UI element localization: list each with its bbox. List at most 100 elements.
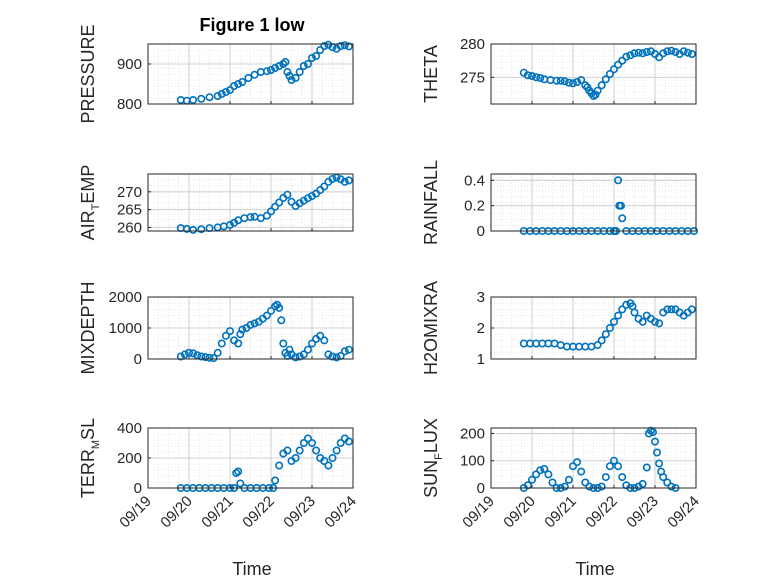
data-point xyxy=(320,182,329,191)
data-point xyxy=(275,61,284,70)
data-point xyxy=(340,347,349,356)
data-point xyxy=(299,350,308,359)
data-series xyxy=(176,434,353,492)
y-tick-label: 1000 xyxy=(109,320,142,337)
data-point xyxy=(283,190,292,199)
data-point xyxy=(201,353,210,362)
data-point xyxy=(320,336,329,345)
data-point xyxy=(552,76,561,85)
data-point xyxy=(230,82,239,91)
data-point xyxy=(618,305,627,314)
y-tick-label: 900 xyxy=(117,56,142,73)
data-point xyxy=(271,202,280,211)
y-tick-label: 0.4 xyxy=(464,172,485,189)
data-point xyxy=(221,331,230,340)
y-axis-label-main: RAINFALL xyxy=(421,160,441,245)
data-point xyxy=(663,47,672,56)
data-point xyxy=(285,345,294,354)
y-tick-label: 200 xyxy=(117,450,142,467)
y-axis-label-tail: SL xyxy=(78,418,98,440)
y-axis-label-main: THETA xyxy=(421,45,441,103)
y-tick-label: 0 xyxy=(134,351,142,368)
data-point xyxy=(234,467,243,476)
y-tick-label: 1 xyxy=(477,351,485,368)
data-point xyxy=(262,211,271,220)
data-point xyxy=(663,478,672,487)
data-point xyxy=(295,352,304,361)
data-point xyxy=(189,225,198,234)
y-axis-label-main: MIXDEPTH xyxy=(78,281,98,374)
data-point xyxy=(266,66,275,75)
data-point xyxy=(197,225,206,234)
data-point xyxy=(328,453,337,462)
x-tick-label: 09/23 xyxy=(623,493,662,532)
data-point xyxy=(568,462,577,471)
data-point xyxy=(679,47,688,56)
data-point xyxy=(609,456,618,465)
data-point xyxy=(332,353,341,362)
data-point xyxy=(568,79,577,88)
data-point xyxy=(266,207,275,216)
x-axis-label-left: Time xyxy=(232,559,271,579)
data-point xyxy=(295,68,304,77)
data-point xyxy=(630,49,639,58)
data-point xyxy=(527,72,536,81)
axes-box xyxy=(490,173,697,232)
data-point xyxy=(683,48,692,57)
data-point xyxy=(299,438,308,447)
data-point xyxy=(585,482,594,491)
y-axis-label-subscript: M xyxy=(90,440,102,449)
data-point xyxy=(616,201,625,210)
y-tick-label: 100 xyxy=(460,453,485,470)
data-point xyxy=(564,475,573,484)
data-point xyxy=(307,339,316,348)
data-point xyxy=(262,67,271,76)
data-point xyxy=(238,325,247,334)
data-point xyxy=(291,353,300,362)
data-point xyxy=(316,45,325,54)
data-point xyxy=(638,49,647,58)
y-tick-label: 275 xyxy=(460,69,485,86)
data-point xyxy=(597,482,606,491)
data-point xyxy=(287,76,296,85)
data-point xyxy=(652,448,661,457)
data-point xyxy=(238,78,247,87)
y-axis-label: SUNFLUX xyxy=(421,418,445,498)
data-point xyxy=(638,479,647,488)
data-point xyxy=(236,330,245,339)
x-tick-label: 09/22 xyxy=(582,493,621,532)
data-point xyxy=(344,345,353,354)
data-point xyxy=(618,214,627,223)
data-point xyxy=(650,317,659,326)
axes-box xyxy=(147,296,354,360)
data-point xyxy=(638,317,647,326)
y-axis-label-main: SUN xyxy=(421,460,441,498)
x-axis-label-right: Time xyxy=(575,559,614,579)
data-point xyxy=(287,197,296,206)
data-point xyxy=(618,56,627,65)
y-axis-label: TERRMSL xyxy=(78,418,102,498)
data-point xyxy=(275,461,284,470)
data-point xyxy=(189,96,198,105)
data-point xyxy=(601,330,610,339)
data-point xyxy=(180,350,189,359)
data-point xyxy=(663,305,672,314)
y-tick-label: 2 xyxy=(477,320,485,337)
data-point xyxy=(614,176,623,185)
data-point xyxy=(544,470,553,479)
data-point xyxy=(667,46,676,55)
data-point xyxy=(601,75,610,84)
data-point xyxy=(303,345,312,354)
y-axis-label: RAINFALL xyxy=(421,160,441,245)
data-point xyxy=(283,68,292,77)
x-tick-label: 09/23 xyxy=(280,493,319,532)
data-series xyxy=(519,426,680,492)
data-series xyxy=(176,173,353,234)
x-tick-label: 09/21 xyxy=(198,493,237,532)
data-point xyxy=(618,473,627,482)
data-point xyxy=(250,319,259,328)
data-point xyxy=(332,446,341,455)
y-axis-label-main: TERR xyxy=(78,449,98,498)
